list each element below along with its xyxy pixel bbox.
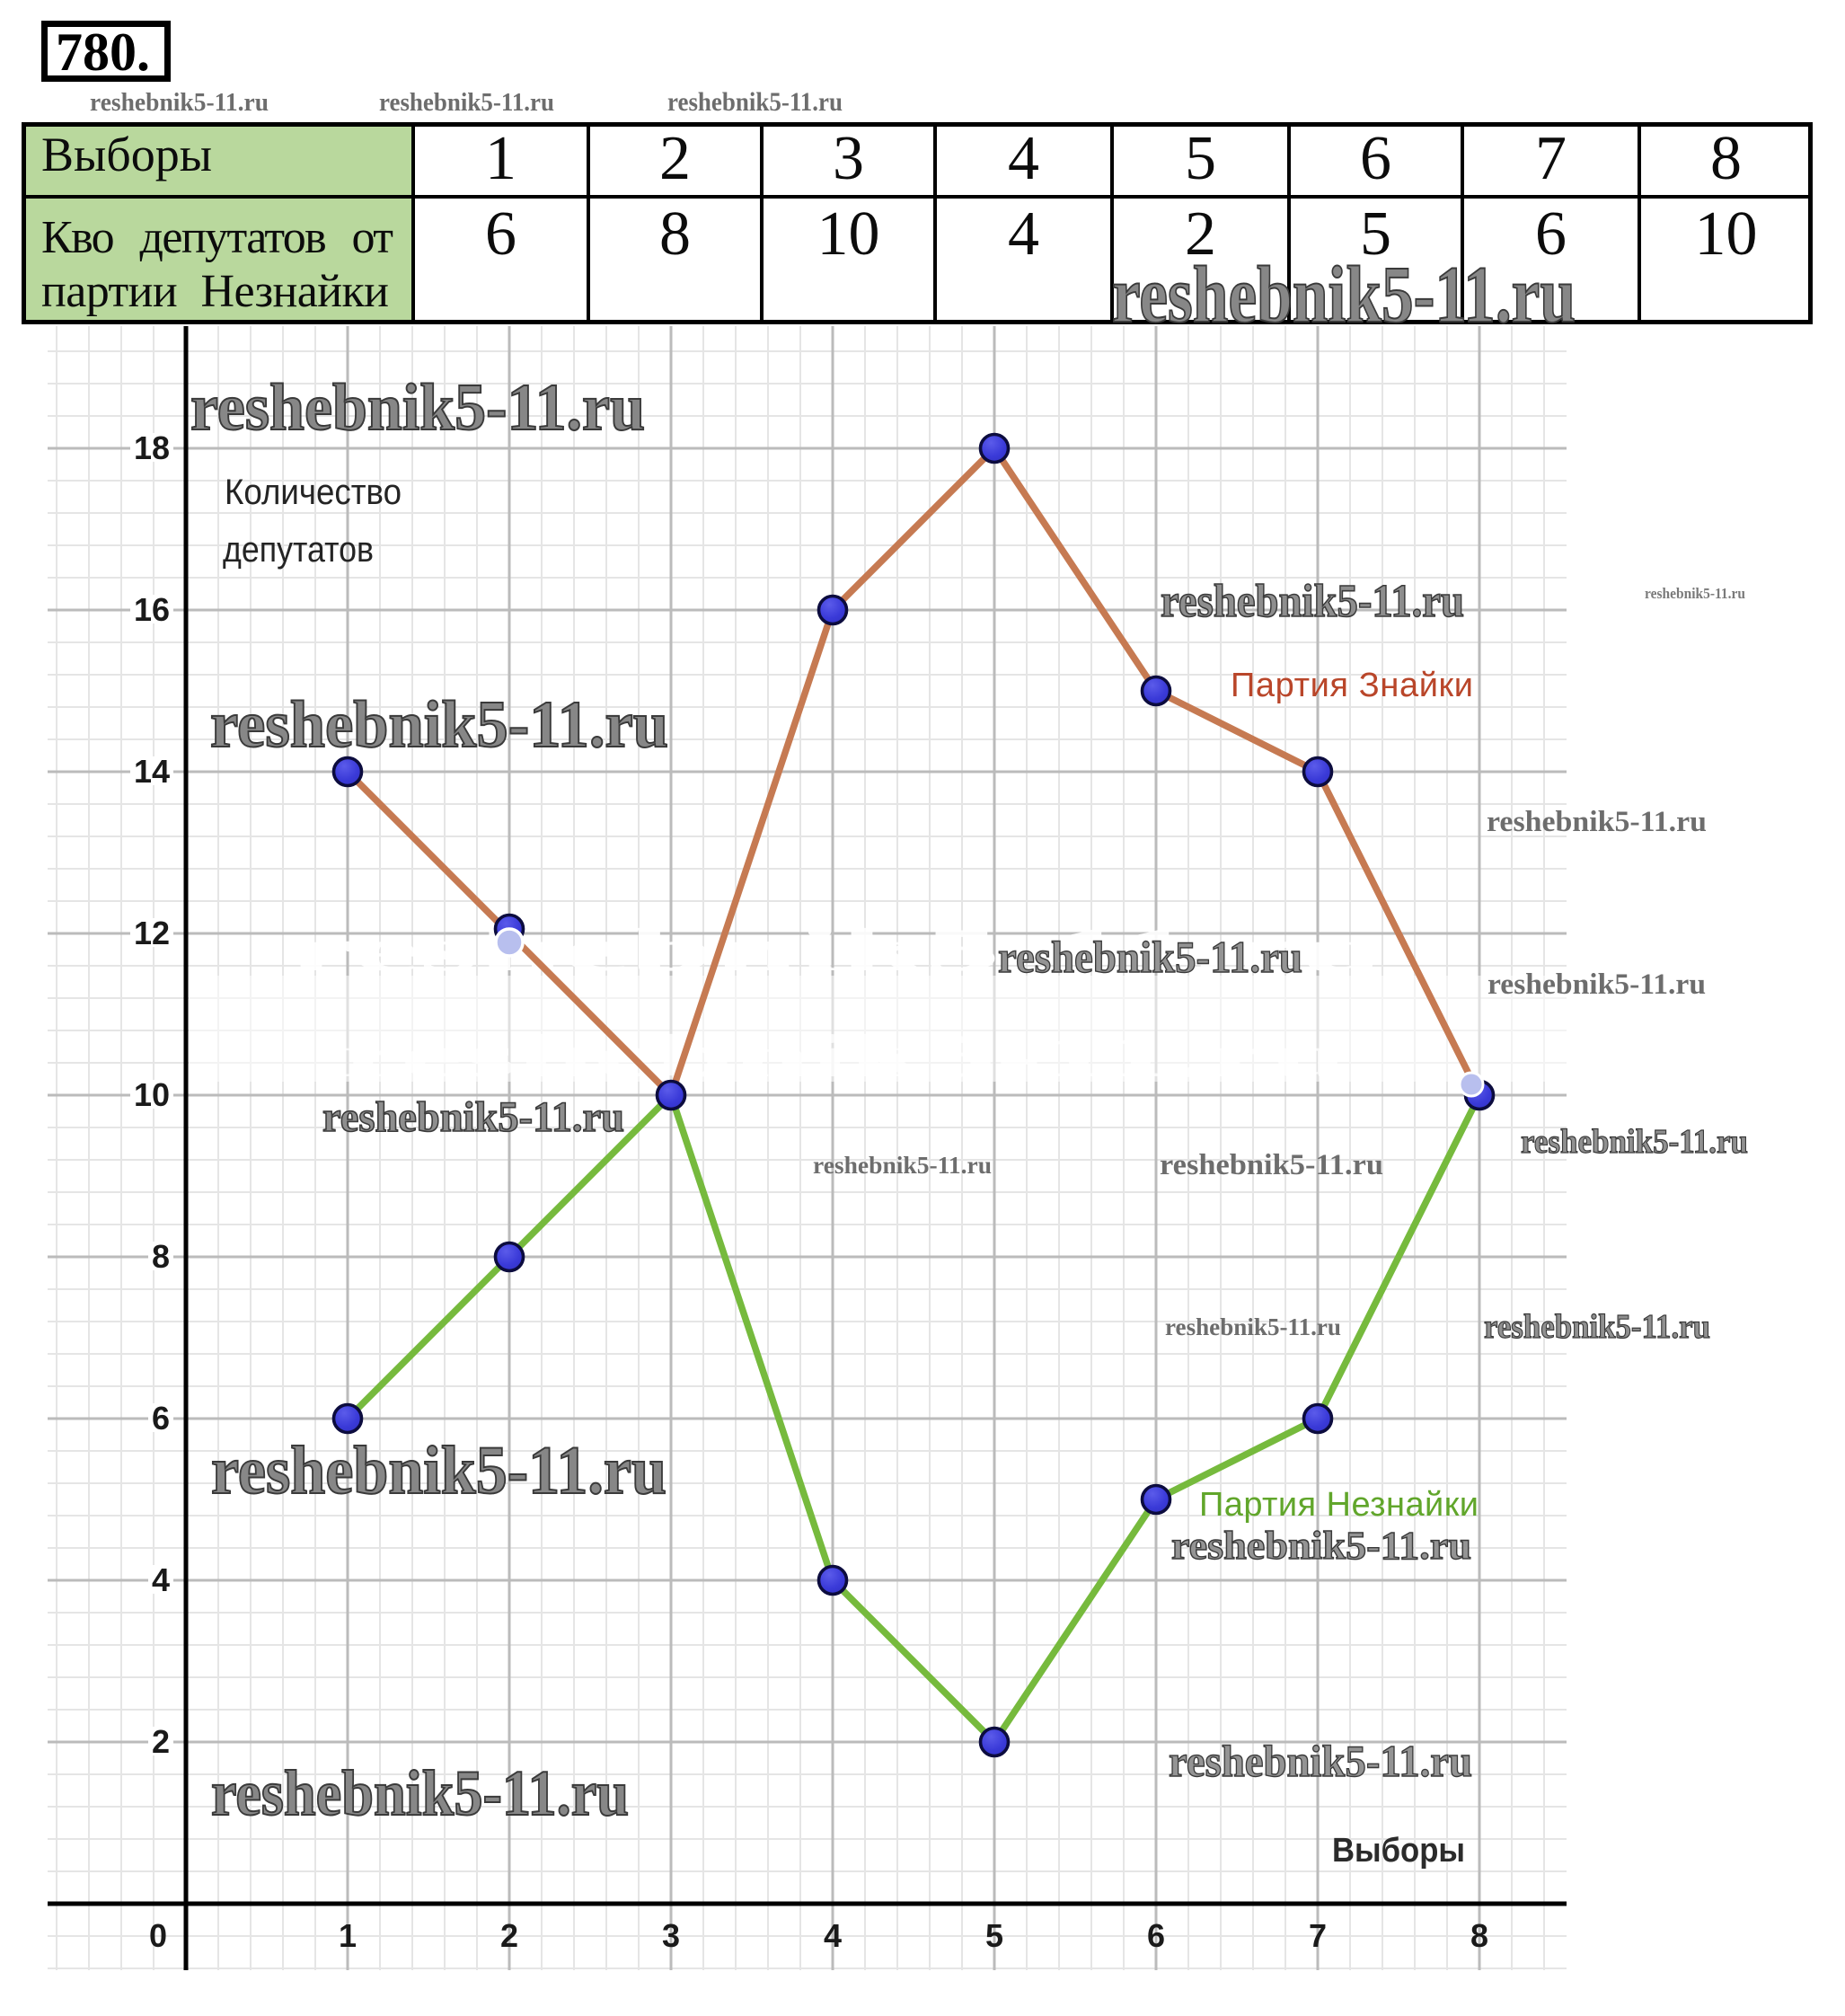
svg-text:8: 8: [1710, 124, 1742, 193]
svg-text:Выборы: Выборы: [41, 128, 212, 181]
svg-text:18: 18: [134, 429, 170, 466]
svg-text:reshebnik5-11.ru: reshebnik5-11.ru: [1645, 585, 1745, 602]
svg-text:6: 6: [1535, 199, 1567, 269]
svg-text:reshebnik5-11.ru: reshebnik5-11.ru: [379, 89, 554, 117]
svg-text:reshebnik5-11.ru: reshebnik5-11.ru: [1169, 1736, 1472, 1786]
svg-text:5: 5: [1185, 124, 1216, 193]
svg-text:10: 10: [817, 199, 880, 269]
svg-text:reshebnik5-11.ru: reshebnik5-11.ru: [211, 1433, 666, 1508]
svg-text:12: 12: [134, 915, 170, 951]
svg-text:2: 2: [500, 1917, 518, 1954]
svg-text:8: 8: [659, 199, 691, 269]
svg-text:2: 2: [152, 1723, 170, 1760]
svg-text:4: 4: [1008, 124, 1039, 193]
svg-text:депутатов: депутатов: [223, 530, 374, 570]
svg-text:reshebnik5-11.ru: reshebnik5-11.ru: [1521, 1123, 1748, 1161]
svg-text:reshebnik5-11.ru: reshebnik5-11.ru: [1484, 1308, 1710, 1346]
svg-text:reshebnik5-11.ru: reshebnik5-11.ru: [341, 1021, 1347, 1090]
svg-text:4: 4: [1008, 199, 1039, 269]
svg-text:10: 10: [1695, 199, 1758, 269]
svg-text:7: 7: [1309, 1917, 1327, 1954]
svg-text:1: 1: [339, 1917, 357, 1954]
svg-text:7: 7: [1535, 124, 1567, 193]
svg-text:8: 8: [152, 1238, 170, 1275]
svg-text:reshebnik5-11.ru: reshebnik5-11.ru: [998, 932, 1302, 982]
svg-text:4: 4: [152, 1561, 170, 1598]
svg-text:reshebnik5-11.ru: reshebnik5-11.ru: [1487, 806, 1707, 838]
svg-text:reshebnik5-11.ru: reshebnik5-11.ru: [190, 371, 645, 445]
svg-text:5: 5: [1360, 199, 1391, 269]
svg-text:4: 4: [824, 1917, 842, 1954]
svg-text:reshebnik5-11.ru: reshebnik5-11.ru: [1165, 1313, 1341, 1340]
svg-text:reshebnik5-11.ru: reshebnik5-11.ru: [813, 1152, 992, 1179]
svg-text:2: 2: [659, 124, 691, 193]
svg-text:reshebnik5-11.ru: reshebnik5-11.ru: [322, 1093, 624, 1141]
svg-text:10: 10: [134, 1076, 170, 1113]
svg-text:reshebnik5-11.ru: reshebnik5-11.ru: [1171, 1524, 1471, 1568]
svg-text:reshebnik5-11.ru: reshebnik5-11.ru: [210, 688, 668, 762]
svg-text:reshebnik5-11.ru: reshebnik5-11.ru: [1160, 1149, 1383, 1181]
svg-text:1: 1: [485, 124, 516, 193]
svg-text:8: 8: [1470, 1917, 1488, 1954]
svg-text:6: 6: [485, 199, 516, 269]
svg-text:reshebnik5-11.ru: reshebnik5-11.ru: [1112, 251, 1576, 340]
svg-text:2: 2: [1185, 199, 1216, 269]
svg-text:6: 6: [1147, 1917, 1165, 1954]
svg-text:3: 3: [662, 1917, 680, 1954]
svg-text:6: 6: [1360, 124, 1391, 193]
svg-text:reshebnik5-11.ru: reshebnik5-11.ru: [211, 1757, 629, 1829]
svg-text:Количество: Количество: [225, 473, 402, 512]
svg-text:6: 6: [152, 1400, 170, 1437]
svg-text:reshebnik5-11.ru: reshebnik5-11.ru: [1161, 576, 1464, 627]
svg-text:reshebnik5-11.ru: reshebnik5-11.ru: [1487, 968, 1706, 1001]
svg-text:reshebnik5-11.ru: reshebnik5-11.ru: [90, 89, 269, 117]
svg-text:Партия Незнайки: Партия Незнайки: [1199, 1486, 1479, 1524]
svg-text:16: 16: [134, 591, 170, 628]
svg-text:reshebnik5-11.ru: reshebnik5-11.ru: [667, 87, 843, 117]
svg-text:780.: 780.: [56, 22, 150, 82]
svg-text:Выборы: Выборы: [1332, 1832, 1465, 1870]
svg-text:партии Незнайки: партии Незнайки: [41, 266, 389, 317]
svg-text:reshebnik5-11.ru: reshebnik5-11.ru: [287, 915, 1383, 984]
svg-text:Кво депутатов от: Кво депутатов от: [41, 212, 393, 263]
svg-text:14: 14: [134, 753, 170, 790]
svg-text:5: 5: [985, 1917, 1003, 1954]
svg-text:3: 3: [833, 124, 864, 193]
svg-text:Партия Знайки: Партия Знайки: [1231, 667, 1473, 704]
svg-text:0: 0: [149, 1917, 167, 1954]
